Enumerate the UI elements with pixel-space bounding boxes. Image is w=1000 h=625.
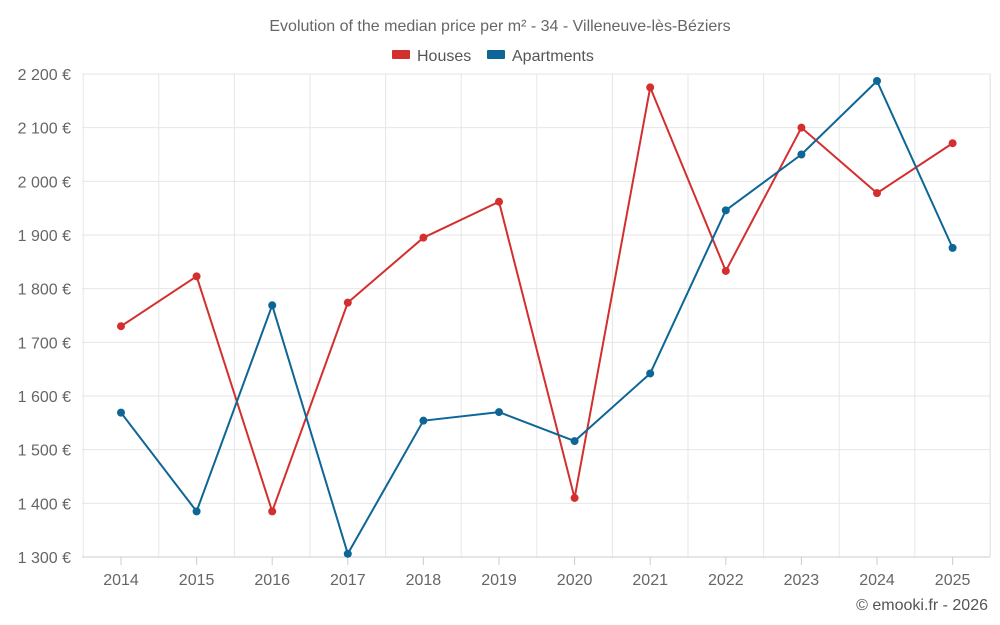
y-tick-label: 1 400 € [18,496,71,513]
x-tick-label: 2019 [481,572,517,589]
legend: Houses Apartments [392,48,594,65]
grid [82,73,991,558]
x-tick-label: 2014 [103,572,139,589]
y-tick-label: 1 500 € [18,443,71,460]
credit: © emooki.fr - 2026 [856,597,988,614]
data-point-apartments[interactable] [343,549,352,558]
data-point-apartments[interactable] [419,416,428,425]
data-point-apartments[interactable] [873,76,881,85]
data-point-apartments[interactable] [117,408,125,417]
data-point-houses[interactable] [268,507,277,516]
series-group [117,76,957,558]
data-point-houses[interactable] [419,233,428,242]
y-tick-label: 1 800 € [18,282,71,299]
data-point-houses[interactable] [117,322,125,331]
legend-label: Houses [417,48,471,65]
x-tick-label: 2022 [708,572,744,589]
data-point-apartments[interactable] [948,243,957,252]
data-point-houses[interactable] [570,493,579,502]
data-point-apartments[interactable] [495,408,503,417]
y-tick-label: 1 300 € [18,550,71,567]
data-point-houses[interactable] [495,197,503,206]
x-tick-label: 2017 [330,572,366,589]
data-point-apartments[interactable] [268,301,277,310]
y-axis: 1 300 € 1 400 € 1 500 € 1 600 € 1 700 € 1 800… [18,67,71,567]
chart-title: Evolution of the median price per m² - 3… [269,18,730,35]
data-point-apartments[interactable] [570,437,579,446]
data-point-apartments[interactable] [192,507,201,516]
legend-item-apartments[interactable]: Apartments [487,48,594,65]
legend-label: Apartments [512,48,594,65]
y-tick-label: 1 700 € [18,335,71,352]
data-point-apartments[interactable] [721,206,730,215]
data-point-houses[interactable] [343,298,352,307]
legend-item-houses[interactable]: Houses [392,48,471,65]
data-point-houses[interactable] [721,266,730,275]
y-tick-label: 2 100 € [18,121,71,138]
x-axis: 2014 2015 2016 2017 2018 2019 2020 2021 2022 2023… [82,556,990,589]
data-point-houses[interactable] [873,189,881,198]
series-line-houses [120,86,954,513]
x-tick-label: 2025 [935,572,971,589]
x-tick-label: 2024 [859,572,895,589]
x-tick-label: 2023 [784,572,820,589]
x-tick-label: 2018 [406,572,442,589]
data-point-apartments[interactable] [797,150,806,159]
legend-swatch [487,50,505,59]
y-tick-label: 2 000 € [18,174,71,191]
data-point-houses[interactable] [797,123,806,132]
data-point-houses[interactable] [192,272,201,281]
data-point-houses[interactable] [646,83,655,92]
x-tick-label: 2020 [557,572,593,589]
series-line-apartments [120,79,954,555]
y-tick-label: 1 600 € [18,389,71,406]
x-tick-label: 2015 [179,572,215,589]
y-tick-label: 1 900 € [18,228,71,245]
data-point-apartments[interactable] [646,369,655,378]
y-tick-label: 2 200 € [18,67,71,84]
legend-swatch [392,50,410,59]
data-point-houses[interactable] [948,139,957,148]
x-tick-label: 2016 [254,572,290,589]
x-tick-label: 2021 [632,572,668,589]
